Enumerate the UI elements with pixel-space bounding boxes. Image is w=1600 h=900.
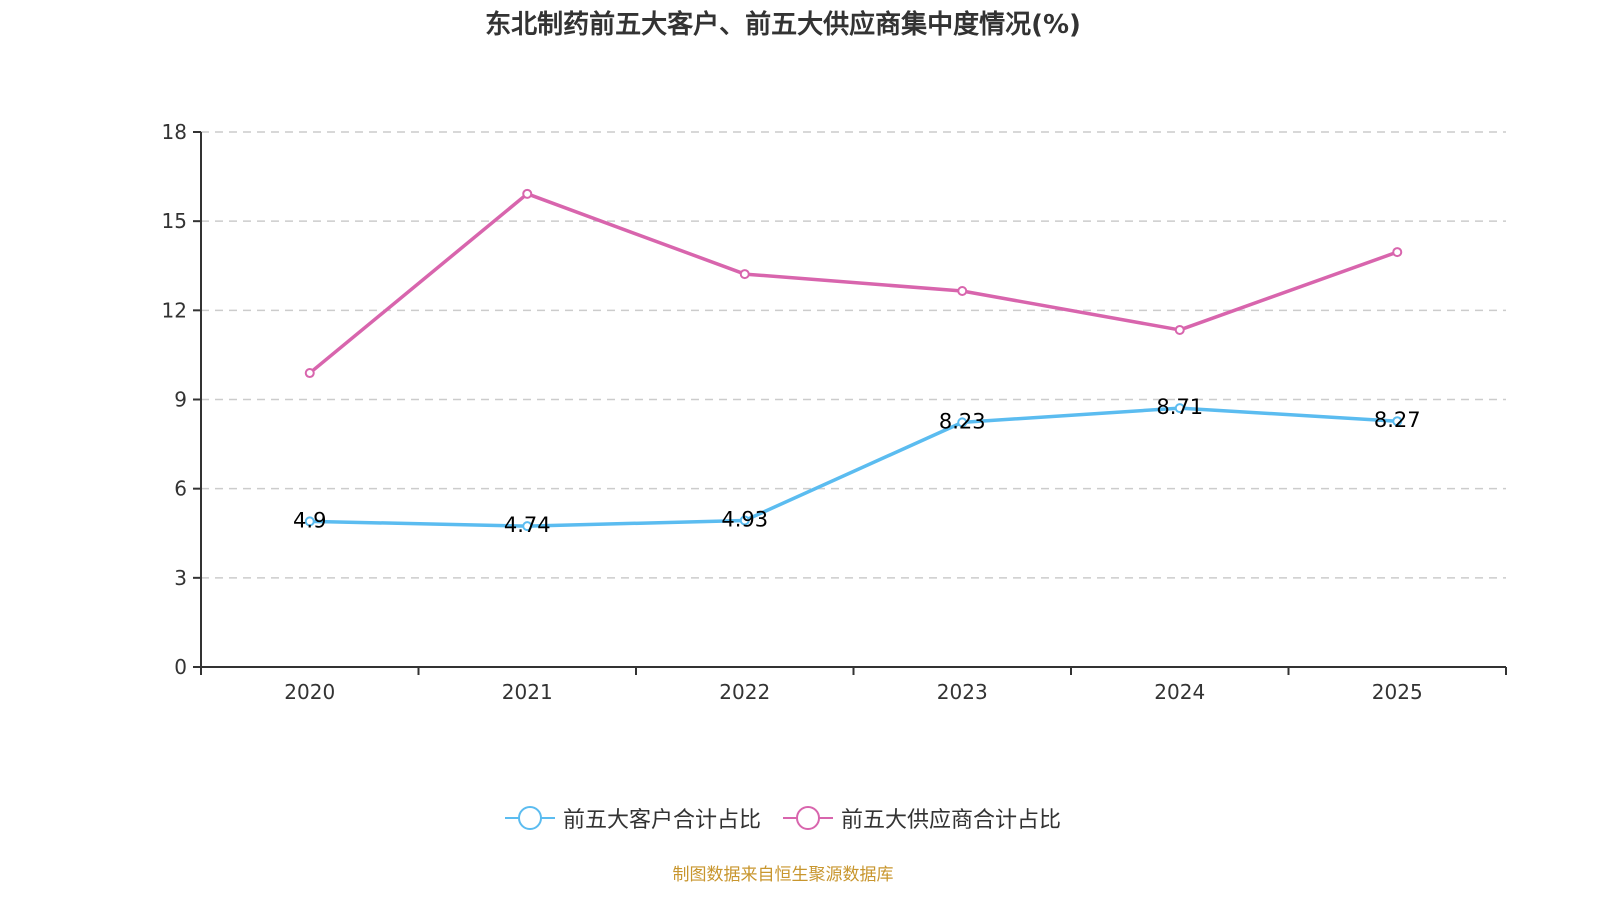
grid-lines [201,131,1506,579]
legend-item-suppliers[interactable]: 前五大供应商合计占比 [783,802,1061,834]
y-tick-label: 3 [174,566,187,590]
series-line [309,406,1398,528]
data-label: 4.74 [504,513,551,537]
legend: 前五大客户合计占比 前五大供应商合计占比 [0,802,1566,834]
legend-label: 前五大客户合计占比 [562,808,761,833]
data-point [957,286,968,297]
data-label: 4.9 [293,508,326,532]
y-tick-label: 9 [174,388,187,412]
data-point [522,521,533,532]
series-layer [304,188,1403,532]
x-tick-label: 2020 [284,680,335,704]
y-tick-label: 15 [162,209,187,233]
x-tick-label: 2024 [1154,680,1205,704]
y-tick-label: 0 [174,655,187,679]
y-axis: 0 3 6 9 12 15 18 [162,120,202,679]
data-point [1174,324,1185,335]
source-footer: 制图数据来自恒生聚源数据库 [672,865,894,885]
x-tick-label: 2023 [937,680,988,704]
legend-marker-icon [504,804,555,832]
data-point [304,368,315,379]
legend-label: 前五大供应商合计占比 [841,808,1062,833]
data-point [739,515,750,526]
legend-marker-icon [783,804,833,832]
data-point [304,516,315,527]
data-labels: 4.9 4.74 4.93 8.23 8.71 8.27 [293,395,1421,537]
data-point [1392,416,1403,427]
x-tick-label: 2025 [1372,680,1423,704]
data-point [1174,403,1185,414]
data-label: 8.27 [1374,408,1421,432]
data-point [739,269,750,280]
x-axis: 2020 2021 2022 2023 2024 2025 [200,666,1507,704]
data-point [1392,247,1403,258]
data-label: 4.93 [721,507,768,531]
data-label: 8.23 [939,409,986,433]
chart-title: 东北制药前五大客户、前五大供应商集中度情况(%) [485,10,1081,40]
data-label: 8.71 [1156,395,1203,419]
data-point [522,188,533,199]
x-tick-label: 2022 [719,680,770,704]
y-tick-label: 12 [162,298,187,322]
y-tick-label: 6 [174,477,187,501]
x-tick-label: 2021 [502,680,553,704]
y-tick-label: 18 [162,120,187,144]
data-point [957,417,968,428]
series-line [308,192,1398,375]
legend-item-customers[interactable]: 前五大客户合计占比 [504,802,761,834]
